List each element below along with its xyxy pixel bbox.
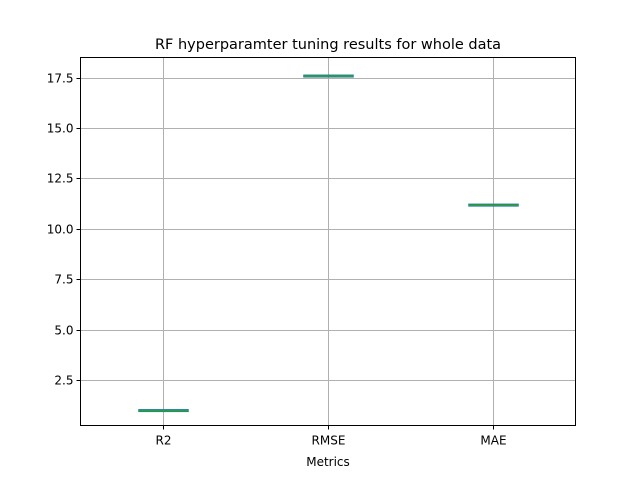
grid-lines bbox=[80, 57, 576, 426]
y-tick-label: 5.0 bbox=[54, 324, 73, 338]
y-axis: 2.5 5.0 7.5 10.0 12.5 15.0 17.5 bbox=[47, 72, 81, 388]
y-tick-label: 12.5 bbox=[47, 172, 74, 186]
chart-title: RF hyperparamter tuning results for whol… bbox=[155, 37, 501, 53]
x-tick-label: RMSE bbox=[312, 434, 346, 448]
y-tick-label: 10.0 bbox=[47, 223, 74, 237]
y-tick-label: 17.5 bbox=[47, 72, 74, 86]
x-axis-label: Metrics bbox=[306, 455, 350, 469]
x-tick-label: R2 bbox=[156, 434, 172, 448]
y-tick-label: 2.5 bbox=[54, 374, 73, 388]
x-tick-label: MAE bbox=[480, 434, 506, 448]
box-marks bbox=[138, 74, 519, 413]
y-tick-label: 7.5 bbox=[54, 273, 73, 287]
x-axis: R2 RMSE MAE bbox=[156, 425, 507, 448]
y-tick-label: 15.0 bbox=[47, 122, 74, 136]
